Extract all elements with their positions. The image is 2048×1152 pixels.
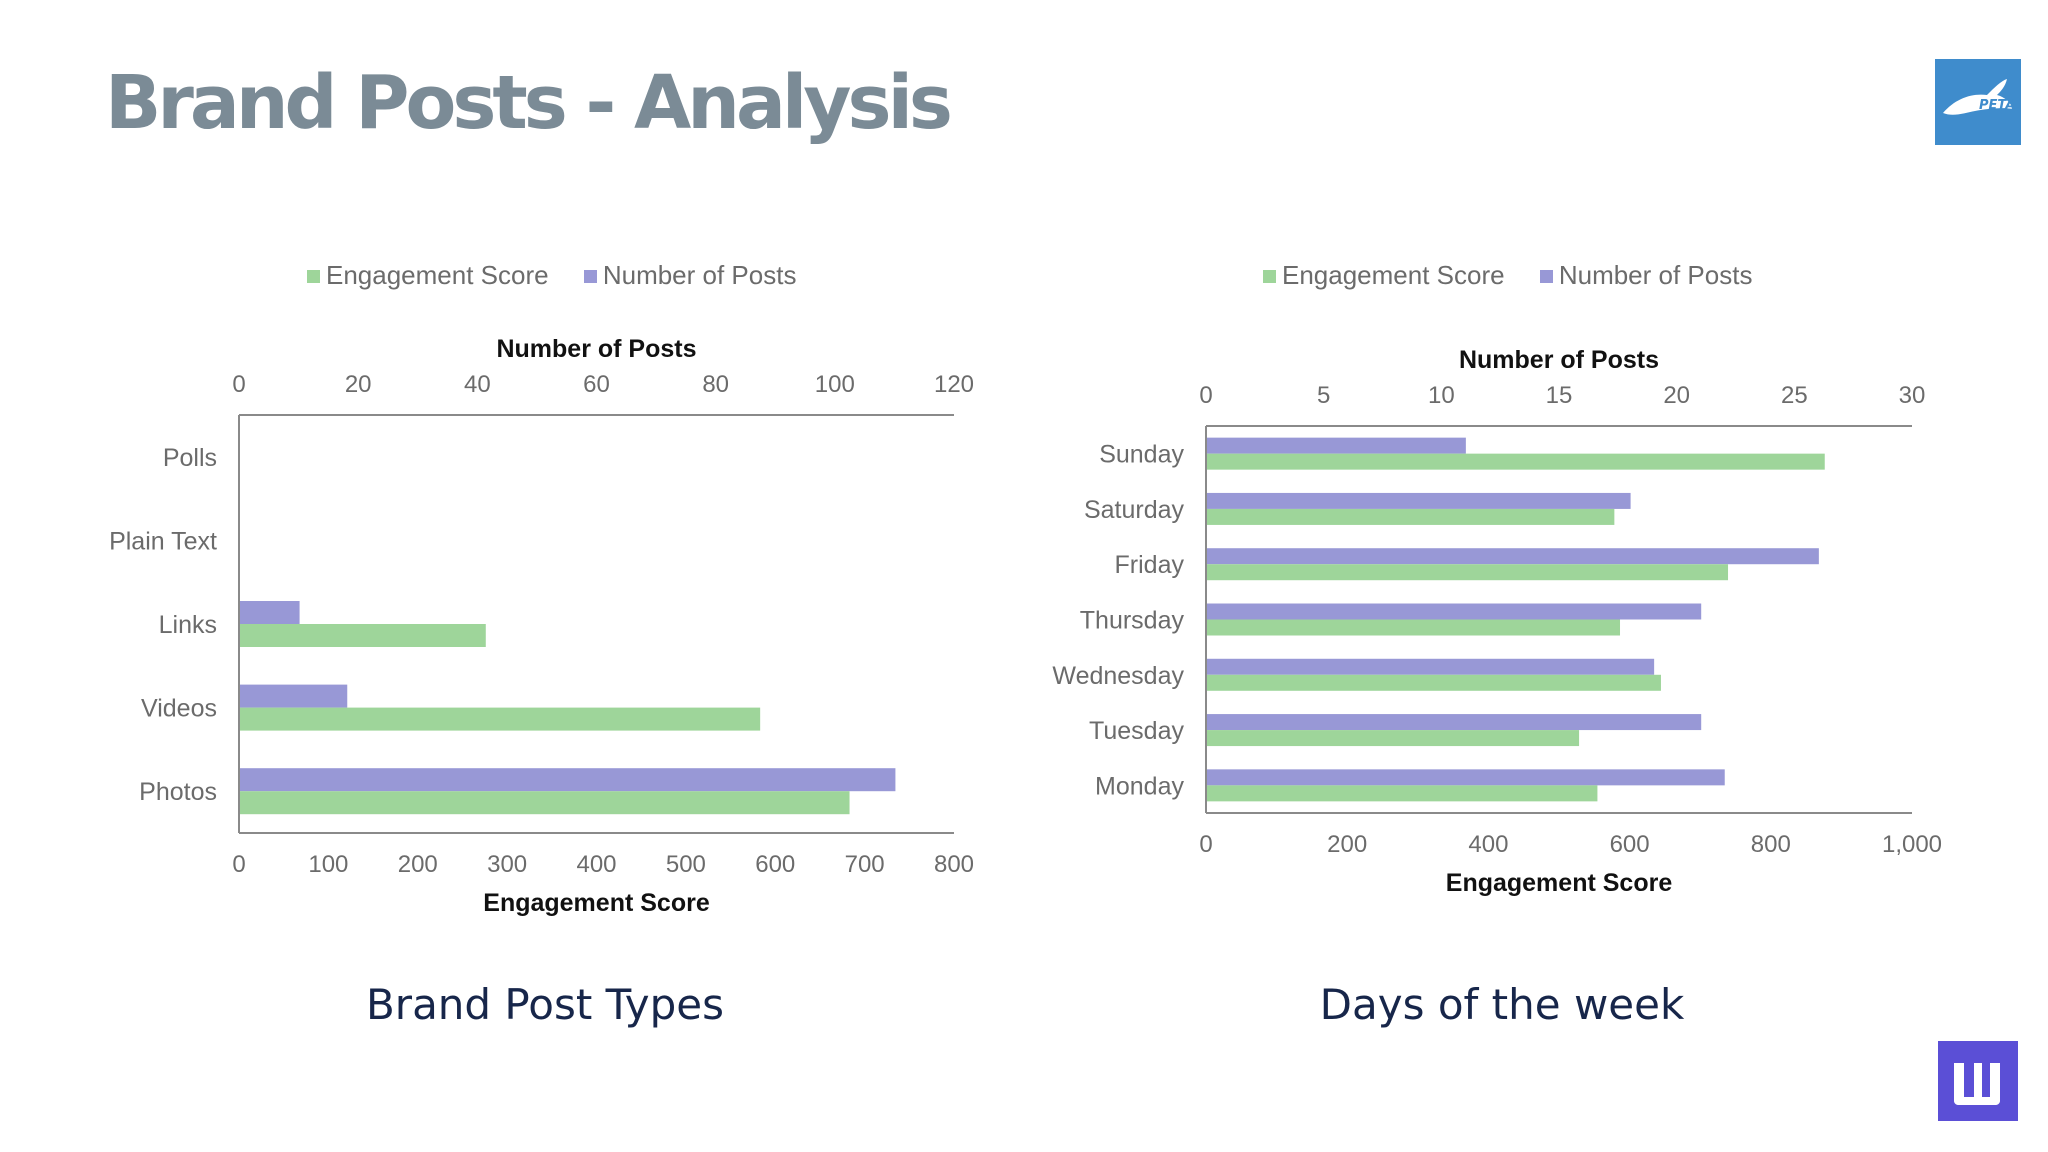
top-tick-label: 20	[1663, 382, 1690, 409]
slide-title: Brand Posts - Analysis	[105, 60, 953, 146]
bottom-tick-label: 0	[1199, 831, 1212, 858]
bottom-axis-title: Engagement Score	[483, 889, 710, 917]
top-tick-label: 0	[1199, 382, 1212, 409]
bottom-tick-label: 800	[934, 851, 974, 878]
bar-number-of-posts	[1207, 658, 1655, 675]
bar-number-of-posts	[1207, 437, 1466, 454]
bar-engagement-score	[1207, 453, 1825, 470]
category-label: Videos	[141, 695, 217, 723]
bottom-tick-label: 500	[666, 851, 706, 878]
rabbit-logo-icon: PETA	[1943, 79, 2015, 115]
bottom-tick-label: 200	[398, 851, 438, 878]
bar-number-of-posts	[240, 601, 300, 624]
top-tick-label: 0	[232, 371, 245, 398]
logo-text: PETA	[1979, 98, 2015, 113]
category-label: Polls	[163, 444, 217, 472]
bottom-tick-label: 0	[232, 851, 245, 878]
bar-engagement-score	[1207, 564, 1729, 581]
category-label: Photos	[139, 778, 217, 806]
top-tick-label: 60	[583, 371, 610, 398]
bar-number-of-posts	[240, 684, 348, 708]
bar-engagement-score	[1207, 619, 1621, 636]
top-tick-label: 100	[815, 371, 855, 398]
bar-number-of-posts	[240, 768, 896, 792]
top-tick-label: 25	[1781, 382, 1808, 409]
bottom-tick-label: 200	[1327, 831, 1367, 858]
top-tick-label: 120	[934, 371, 974, 398]
bar-engagement-score	[240, 707, 761, 731]
square-logo-icon	[1954, 1063, 2000, 1105]
legend-item-engagement: Engagement Score	[307, 260, 549, 291]
top-tick-label: 15	[1546, 382, 1573, 409]
legend-label: Number of Posts	[1558, 260, 1753, 290]
bottom-tick-label: 700	[845, 851, 885, 878]
top-axis-title: Number of Posts	[496, 335, 696, 363]
category-label: Links	[159, 611, 217, 639]
category-label: Thursday	[1080, 607, 1185, 635]
bottom-tick-label: 400	[1468, 831, 1508, 858]
legend-label: Engagement Score	[1282, 260, 1505, 290]
bar-number-of-posts	[1207, 548, 1819, 565]
bar-number-of-posts	[1207, 492, 1631, 509]
legend-label: Number of Posts	[602, 260, 797, 290]
category-label: Friday	[1115, 551, 1185, 579]
legend-chart2: Engagement Score Number of Posts	[1263, 260, 1780, 291]
bottom-tick-label: 100	[308, 851, 348, 878]
top-tick-label: 40	[464, 371, 491, 398]
bottom-tick-label: 600	[1610, 831, 1650, 858]
bar-engagement-score	[240, 791, 850, 815]
bar-engagement-score	[1207, 730, 1580, 747]
bar-number-of-posts	[1207, 603, 1702, 620]
legend-item-posts: Number of Posts	[583, 260, 797, 291]
top-tick-label: 20	[345, 371, 372, 398]
category-label: Tuesday	[1089, 717, 1184, 745]
bottom-axis-title: Engagement Score	[1446, 869, 1673, 897]
legend-label: Engagement Score	[326, 260, 549, 290]
category-label: Sunday	[1099, 441, 1184, 469]
top-tick-label: 80	[702, 371, 729, 398]
bar-engagement-score	[1207, 508, 1615, 525]
bar-engagement-score	[1207, 785, 1598, 802]
top-tick-label: 5	[1317, 382, 1330, 409]
category-label: Saturday	[1084, 496, 1185, 524]
top-tick-label: 30	[1899, 382, 1926, 409]
legend-item-engagement: Engagement Score	[1263, 260, 1505, 291]
bar-number-of-posts	[1207, 769, 1725, 786]
legend-chart1: Engagement Score Number of Posts	[307, 260, 824, 291]
category-label: Monday	[1095, 772, 1184, 800]
legend-item-posts: Number of Posts	[1539, 260, 1753, 291]
top-tick-label: 10	[1428, 382, 1455, 409]
bar-engagement-score	[240, 624, 486, 647]
bottom-tick-label: 400	[576, 851, 616, 878]
caption-days-of-week: Days of the week	[1319, 980, 1685, 1029]
brand-logo	[1938, 1041, 2018, 1121]
bar-number-of-posts	[1207, 714, 1702, 731]
bottom-tick-label: 600	[755, 851, 795, 878]
bar-engagement-score	[1207, 674, 1661, 691]
category-label: Plain Text	[109, 527, 217, 555]
bottom-tick-label: 1,000	[1882, 831, 1942, 858]
caption-brand-post-types: Brand Post Types	[365, 980, 725, 1029]
bottom-tick-label: 300	[487, 851, 527, 878]
top-axis-title: Number of Posts	[1459, 346, 1659, 374]
peta-logo: PETA	[1935, 59, 2021, 145]
category-label: Wednesday	[1052, 662, 1184, 690]
bottom-tick-label: 800	[1751, 831, 1791, 858]
